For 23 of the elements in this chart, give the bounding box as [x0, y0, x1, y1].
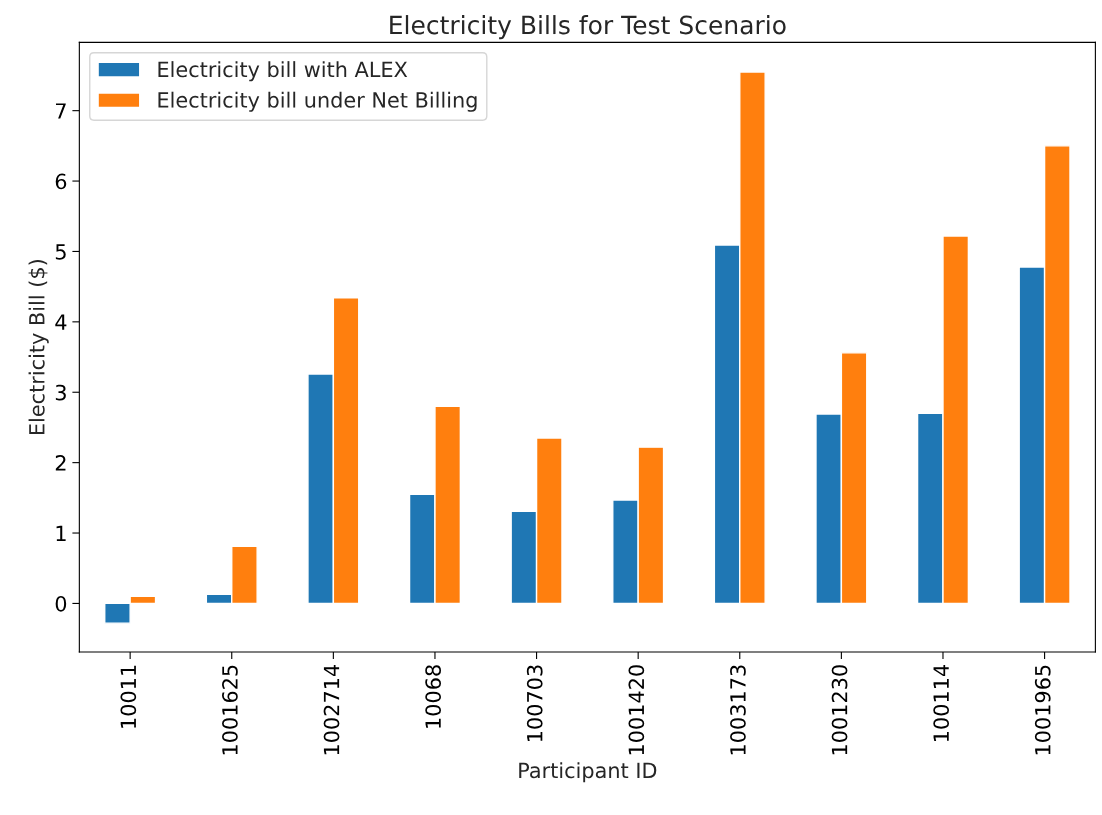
- x-tick-label: 1002714: [323, 664, 340, 755]
- x-tick-label: 100114: [933, 664, 950, 742]
- y-tick-label: 4: [55, 314, 67, 330]
- x-tick-label: 10068: [425, 665, 441, 728]
- legend-label: Electricity bill with ALEX: [158, 61, 408, 82]
- y-tick-label: 1: [56, 525, 66, 541]
- y-tick-label: 6: [55, 173, 67, 190]
- y-tick-label: 2: [55, 455, 66, 471]
- chart-title: Electricity Bills for Test Scenario: [390, 15, 786, 40]
- legend-label: Electricity bill under Net Billing: [158, 91, 477, 112]
- y-tick-label: 3: [55, 384, 66, 401]
- x-tick-label: 1003173: [730, 665, 746, 755]
- x-tick-label: 1001625: [222, 665, 238, 755]
- x-tick-label: 10011: [120, 665, 137, 728]
- x-axis-title: Participant ID: [519, 762, 657, 783]
- y-tick-label: 5: [55, 244, 66, 260]
- x-tick-label: 100703: [526, 665, 543, 742]
- x-tick-label: 1001230: [831, 665, 848, 755]
- y-axis-title: Electricity Bill ($): [28, 260, 49, 435]
- y-tick-label: 7: [55, 103, 66, 119]
- y-tick-label: 0: [55, 595, 67, 612]
- x-tick-label: 1001420: [628, 665, 645, 755]
- x-tick-label: 1001965: [1034, 665, 1051, 755]
